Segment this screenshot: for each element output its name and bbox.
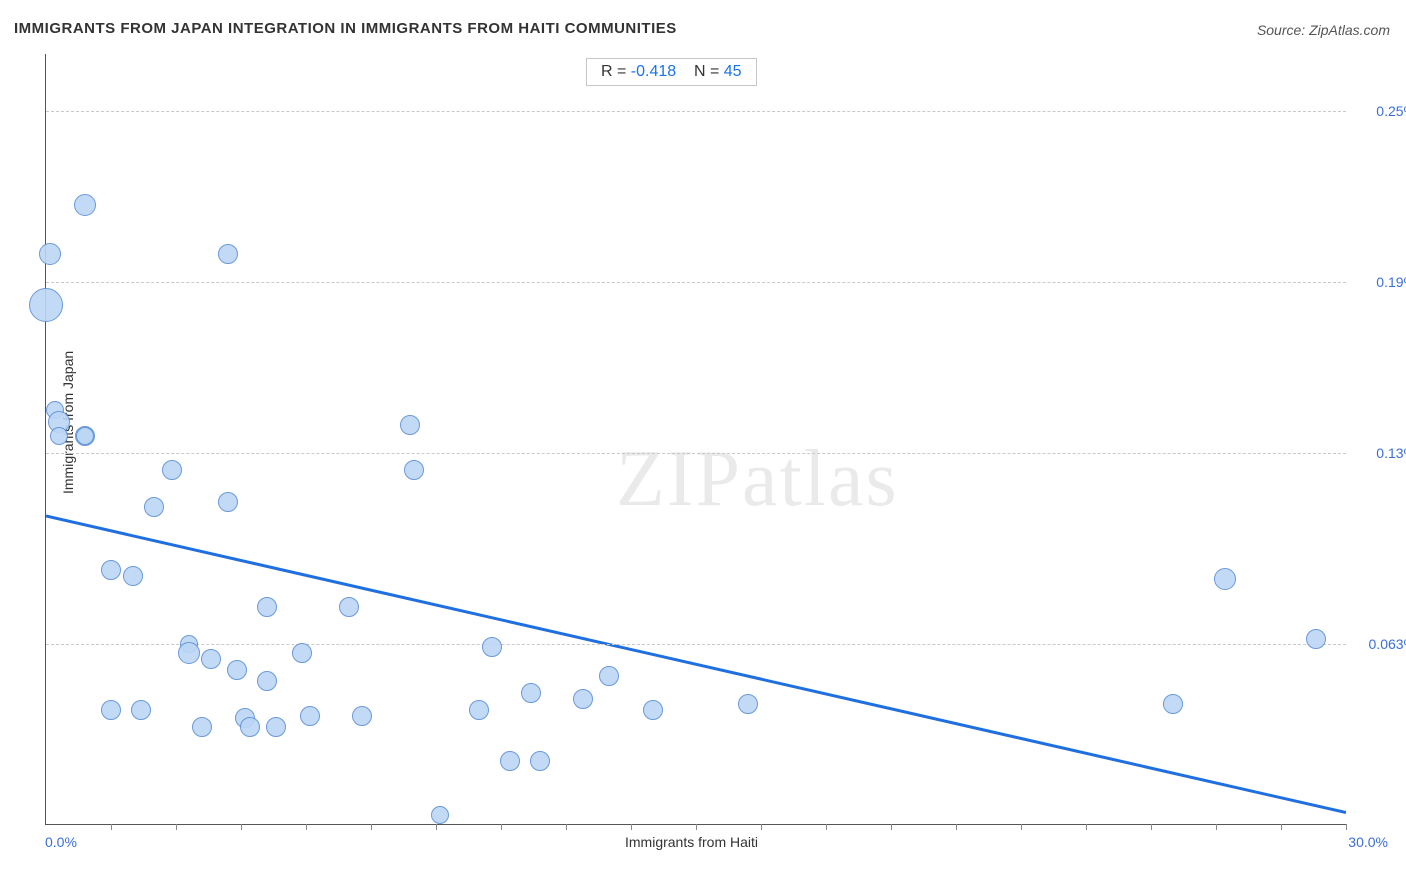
data-point[interactable]	[738, 694, 758, 714]
data-point[interactable]	[352, 706, 372, 726]
data-point[interactable]	[218, 244, 238, 264]
data-point[interactable]	[404, 460, 424, 480]
data-point[interactable]	[192, 717, 212, 737]
data-point[interactable]	[599, 666, 619, 686]
data-point[interactable]	[162, 460, 182, 480]
x-tick-mark	[891, 824, 892, 830]
gridline	[46, 282, 1346, 283]
x-tick-mark	[1216, 824, 1217, 830]
gridline	[46, 644, 1346, 645]
data-point[interactable]	[101, 560, 121, 580]
stat-r-value: -0.418	[631, 63, 676, 80]
y-tick-label: 0.25%	[1376, 103, 1406, 119]
data-point[interactable]	[218, 492, 238, 512]
data-point[interactable]	[1306, 629, 1326, 649]
y-tick-label: 0.19%	[1376, 274, 1406, 290]
gridline	[46, 111, 1346, 112]
x-tick-mark	[566, 824, 567, 830]
data-point[interactable]	[39, 243, 61, 265]
x-tick-mark	[761, 824, 762, 830]
data-point[interactable]	[29, 288, 63, 322]
data-point[interactable]	[50, 427, 68, 445]
data-point[interactable]	[131, 700, 151, 720]
data-point[interactable]	[339, 597, 359, 617]
x-tick-mark	[1281, 824, 1282, 830]
data-point[interactable]	[257, 597, 277, 617]
stats-box: R = -0.418 N = 45	[586, 58, 757, 86]
gridline	[46, 453, 1346, 454]
stat-r-label: R =	[601, 63, 626, 80]
data-point[interactable]	[1163, 694, 1183, 714]
data-point[interactable]	[74, 194, 96, 216]
data-point[interactable]	[292, 643, 312, 663]
x-tick-mark	[436, 824, 437, 830]
scatter-plot-area: ZIPatlas Immigrants from Japan R = -0.41…	[45, 54, 1346, 825]
data-point[interactable]	[482, 637, 502, 657]
x-tick-mark	[241, 824, 242, 830]
data-point[interactable]	[266, 717, 286, 737]
data-point[interactable]	[300, 706, 320, 726]
stat-n-value: 45	[724, 63, 742, 80]
data-point[interactable]	[144, 497, 164, 517]
data-point[interactable]	[643, 700, 663, 720]
data-point[interactable]	[469, 700, 489, 720]
data-point[interactable]	[178, 642, 200, 664]
data-point[interactable]	[201, 649, 221, 669]
x-tick-mark	[696, 824, 697, 830]
x-tick-mark	[1346, 824, 1347, 830]
data-point[interactable]	[123, 566, 143, 586]
x-tick-label-start: 0.0%	[45, 834, 77, 850]
x-tick-mark	[111, 824, 112, 830]
x-tick-mark	[501, 824, 502, 830]
x-tick-mark	[306, 824, 307, 830]
data-point[interactable]	[573, 689, 593, 709]
x-tick-mark	[1021, 824, 1022, 830]
x-axis-label: Immigrants from Haiti	[625, 834, 758, 850]
x-tick-mark	[1086, 824, 1087, 830]
data-point[interactable]	[1214, 568, 1236, 590]
x-tick-mark	[176, 824, 177, 830]
data-point[interactable]	[227, 660, 247, 680]
y-tick-label: 0.063%	[1369, 636, 1406, 652]
data-point[interactable]	[76, 427, 94, 445]
x-tick-label-end: 30.0%	[1348, 834, 1388, 850]
x-tick-mark	[631, 824, 632, 830]
stat-n-label: N =	[694, 63, 719, 80]
data-point[interactable]	[257, 671, 277, 691]
source-attribution: Source: ZipAtlas.com	[1257, 22, 1390, 38]
y-tick-label: 0.13%	[1376, 445, 1406, 461]
x-tick-mark	[826, 824, 827, 830]
x-tick-mark	[956, 824, 957, 830]
data-point[interactable]	[101, 700, 121, 720]
data-point[interactable]	[240, 717, 260, 737]
data-point[interactable]	[530, 751, 550, 771]
data-point[interactable]	[400, 415, 420, 435]
data-point[interactable]	[500, 751, 520, 771]
x-tick-mark	[1151, 824, 1152, 830]
x-tick-mark	[371, 824, 372, 830]
chart-title: IMMIGRANTS FROM JAPAN INTEGRATION IN IMM…	[14, 20, 677, 37]
data-point[interactable]	[521, 683, 541, 703]
data-point[interactable]	[431, 806, 449, 824]
watermark: ZIPatlas	[616, 434, 899, 525]
